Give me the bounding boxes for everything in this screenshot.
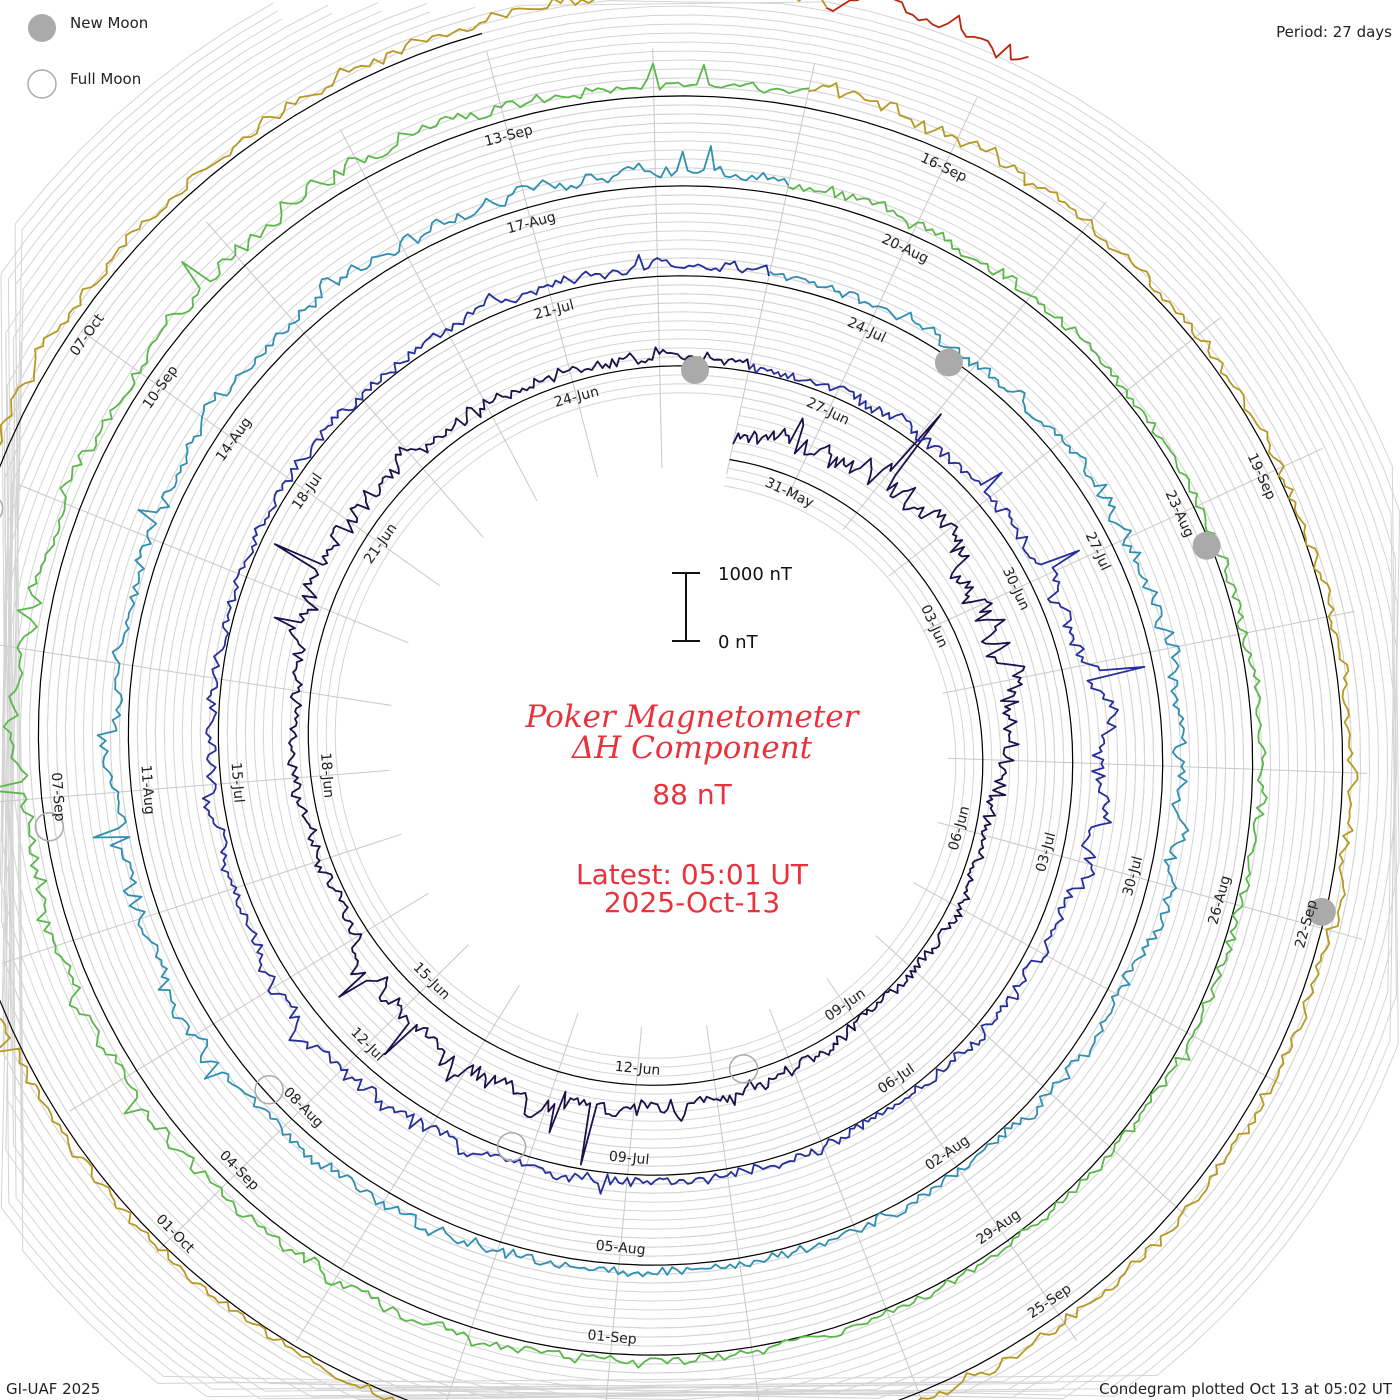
date-label: 31-May: [762, 475, 816, 512]
date-label: 07-Oct: [67, 311, 108, 359]
date-label: 05-Aug: [595, 1238, 646, 1259]
date-label: 11-Aug: [137, 764, 157, 815]
grid-spiral-line: [3, 4, 1397, 1399]
date-label: 03-Jul: [1033, 831, 1059, 874]
full-moon-legend-label: Full Moon: [70, 70, 141, 88]
footer-credit: GI-UAF 2025: [6, 1380, 100, 1398]
trace-cycle-1: [273, 346, 1026, 1166]
full-moon-marker: [254, 1075, 284, 1105]
date-label: 03-Jun: [917, 602, 951, 650]
radial-day-tick: [947, 757, 1368, 774]
radial-day-tick: [206, 221, 484, 538]
new-moon-marker: [934, 348, 963, 377]
full-moon-marker: [0, 499, 4, 518]
date-label: 06-Jun: [946, 804, 974, 852]
date-label: 18-Jul: [289, 471, 326, 513]
chart-subtitle: ΔH Component: [571, 730, 813, 766]
new-moon-marker: [1307, 897, 1336, 926]
full-moon-marker: [34, 812, 65, 842]
radial-day-tick: [154, 944, 469, 1254]
moon-layer: [0, 348, 1336, 1162]
date-label: 27-Jul: [1082, 530, 1113, 574]
footer-plotted: Condegram plotted Oct 13 at 05:02 UT: [1099, 1380, 1393, 1398]
date-label: 09-Jul: [608, 1149, 650, 1169]
radial-day-tick: [486, 51, 598, 478]
radial-day-tick: [339, 129, 538, 501]
new-moon-legend-label: New Moon: [70, 14, 148, 32]
full-moon-marker: [728, 1054, 759, 1084]
date-label: 10-Sep: [140, 363, 182, 413]
radial-day-tick: [19, 484, 409, 644]
latest-time: Latest: 05:01 UT: [576, 858, 809, 891]
grid-spiral-line: [0, 10, 1398, 1398]
radial-day-tick: [1, 833, 402, 964]
date-label: 30-Jul: [1120, 855, 1146, 898]
date-label: 24-Jun: [553, 384, 601, 411]
date-label: 14-Aug: [213, 415, 255, 465]
date-label: 21-Jul: [532, 297, 575, 323]
radial-day-tick: [706, 1025, 760, 1400]
full-moon-legend-icon: [27, 69, 57, 99]
latest-date: 2025-Oct-13: [604, 886, 780, 919]
grid-spiral-line: [1, 3, 1389, 1400]
scale-top-label: 1000 nT: [718, 564, 793, 585]
trace-cycle-4: [0, 62, 1268, 1369]
date-label: 30-Jun: [999, 565, 1033, 613]
radial-day-tick: [69, 892, 429, 1112]
radial-ticks: [0, 48, 1368, 1400]
radial-day-tick: [942, 610, 1355, 694]
radial-day-tick: [605, 1026, 643, 1400]
trace-cycle-3: [92, 145, 1190, 1278]
radial-day-tick: [888, 317, 1221, 577]
radial-day-tick: [0, 769, 389, 803]
date-label: 07-Sep: [48, 772, 68, 822]
radial-day-tick: [842, 201, 1107, 530]
radial-day-tick: [726, 63, 815, 475]
date-label: 01-Sep: [587, 1327, 638, 1348]
radial-day-tick: [769, 1008, 923, 1400]
baseline-spiral: [0, 32, 1344, 1400]
date-label: 12-Jun: [614, 1059, 661, 1079]
trace-cycle-2: [201, 253, 1146, 1195]
current-value: 88 nT: [652, 778, 732, 811]
new-moon-legend-icon: [28, 14, 56, 42]
period-label: Period: 27 days: [1276, 23, 1392, 41]
new-moon-marker: [681, 356, 709, 384]
trace-layer: [0, 0, 1359, 1400]
chart-title: Poker Magnetometer: [525, 699, 861, 735]
radial-day-tick: [937, 821, 1363, 940]
full-moon-marker: [496, 1132, 527, 1162]
date-label: 17-Aug: [505, 209, 557, 237]
date-label: 13-Sep: [483, 122, 535, 150]
trace-cycle-6: [825, 0, 1029, 61]
date-label: 06-Jul: [875, 1061, 917, 1097]
date-label: 26-Aug: [1205, 874, 1234, 926]
baseline-spiral-line: [0, 32, 1344, 1400]
radial-day-tick: [913, 882, 1282, 1086]
radial-day-tick: [446, 1012, 579, 1400]
radial-day-tick: [80, 330, 441, 587]
radial-day-tick: [0, 644, 392, 706]
radial-day-tick: [922, 447, 1323, 632]
radial-day-tick: [787, 97, 978, 496]
radial-day-tick: [295, 985, 520, 1342]
date-label: 15-Jul: [227, 762, 246, 804]
radial-day-tick: [826, 978, 1078, 1341]
trace-cycle-5: [0, 0, 1359, 1400]
new-moon-marker: [1192, 531, 1221, 560]
scale-bottom-label: 0 nT: [718, 632, 759, 653]
radial-day-tick: [875, 935, 1188, 1218]
grid-spiral-line: [4, 12, 1398, 1400]
date-label: 18-Jun: [317, 752, 337, 799]
